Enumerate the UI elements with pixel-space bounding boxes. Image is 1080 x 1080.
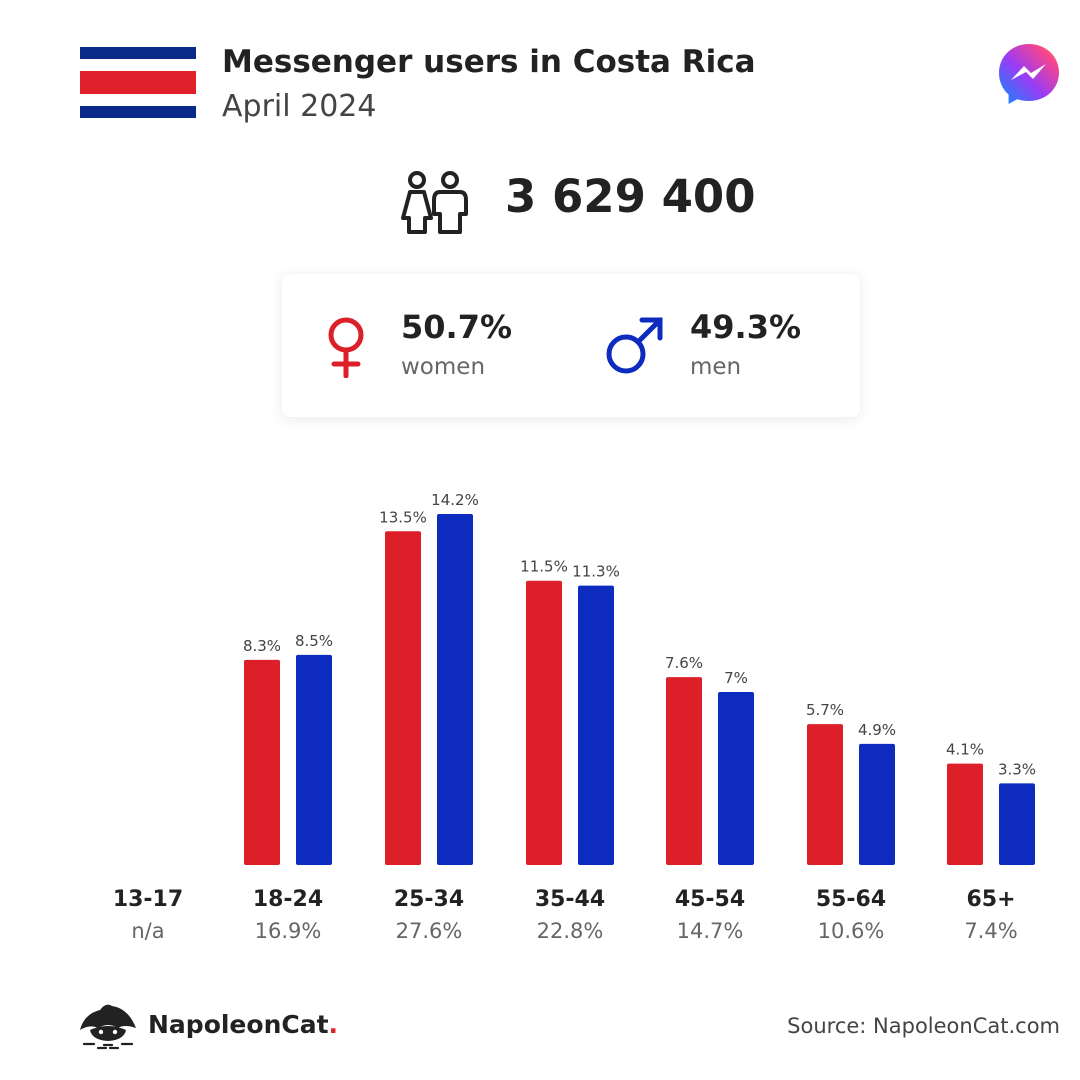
bar-men-25-34 [437,514,473,865]
bar-label-women-45-54: 7.6% [665,654,703,672]
bar-women-25-34 [385,531,421,865]
costa-rica-flag-icon [80,47,196,118]
bar-men-65+ [999,783,1035,865]
bar-label-women-35-44: 11.5% [520,558,568,576]
bar-label-women-25-34: 13.5% [379,508,427,526]
category-total-55-64: 10.6% [818,919,885,943]
bar-men-55-64 [859,743,895,865]
category-label-45-54: 45-54 [675,887,745,912]
people-icon [401,171,468,234]
bar-label-men-45-54: 7% [724,669,748,687]
women-percentage: 50.7% [401,308,513,346]
category-total-13-17: n/a [131,919,164,943]
flag-stripe-top [80,47,196,59]
category-label-65+: 65+ [966,887,1015,912]
category-total-45-54: 14.7% [677,919,744,943]
female-icon [328,317,364,378]
bar-women-55-64 [807,724,843,865]
brand-name: NapoleonCat. [148,1010,339,1039]
category-label-25-34: 25-34 [394,887,464,912]
bar-men-45-54 [718,691,754,865]
age-gender-bar-chart: 13-17 n/a 8.3% 8.5% 18-24 16.9% 13.5%14.2% 25-3… [113,491,1036,943]
bar-men-35-44 [578,585,614,865]
flag-stripe-red [80,71,196,94]
source-credit: Source: NapoleonCat.com [787,1014,1060,1038]
bar-men-18-24 [296,654,332,865]
category-label-18-24: 18-24 [253,887,323,912]
category-total-35-44: 22.8% [537,919,604,943]
brand-dot: . [328,1010,339,1039]
bar-label-women-18-24: 8.3% [243,637,281,655]
category-label-55-64: 55-64 [816,887,886,912]
men-percentage: 49.3% [690,308,802,346]
napoleoncat-logo-icon [80,1004,136,1050]
bar-women-35-44 [526,580,562,865]
women-label: women [401,354,486,380]
category-label-13-17: 13-17 [113,887,183,912]
gender-split-card: 50.7% women 49.3% men [282,274,860,417]
total-users-count: 3 629 400 [505,170,756,223]
flag-stripe-bottom [80,106,196,118]
bar-label-men-65+: 3.3% [998,760,1036,778]
messenger-logo-icon [999,44,1059,104]
page-title: Messenger users in Costa Rica [222,44,756,80]
bar-label-men-18-24: 8.5% [295,632,333,650]
bar-women-65+ [947,763,983,865]
male-icon [606,317,663,374]
page-subtitle: April 2024 [222,89,377,124]
bar-label-men-55-64: 4.9% [858,721,896,739]
bar-label-men-35-44: 11.3% [572,563,620,581]
men-label: men [690,354,742,380]
category-total-65+: 7.4% [964,919,1017,943]
flag-stripe-white-top [80,59,196,71]
category-total-18-24: 16.9% [255,919,322,943]
bar-women-45-54 [666,677,702,865]
bar-label-women-65+: 4.1% [946,741,984,759]
category-label-35-44: 35-44 [535,887,605,912]
flag-stripe-white-bottom [80,94,196,106]
napoleoncat-brand: NapoleonCat. [78,1000,338,1052]
category-total-25-34: 27.6% [396,919,463,943]
bar-label-women-55-64: 5.7% [806,701,844,719]
bar-label-men-25-34: 14.2% [431,491,479,509]
bar-women-18-24 [244,659,280,865]
